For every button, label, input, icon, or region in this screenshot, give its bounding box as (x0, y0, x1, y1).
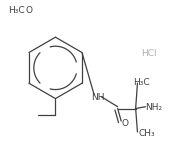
Text: H₃C: H₃C (133, 78, 150, 87)
Text: NH: NH (91, 93, 104, 102)
Text: O: O (26, 6, 33, 15)
Text: HCl: HCl (141, 49, 157, 58)
Text: O: O (121, 119, 128, 128)
Text: CH₃: CH₃ (138, 129, 155, 138)
Text: H₃C: H₃C (9, 6, 25, 15)
Text: NH₂: NH₂ (145, 103, 163, 112)
